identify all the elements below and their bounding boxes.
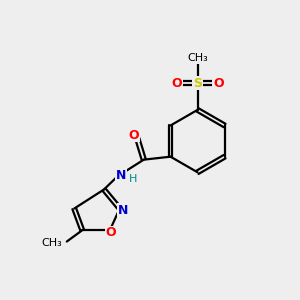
Text: N: N	[118, 203, 128, 217]
Text: S: S	[193, 76, 202, 90]
Text: CH₃: CH₃	[42, 238, 62, 248]
Text: H: H	[129, 174, 137, 184]
Text: N: N	[116, 169, 126, 182]
Text: O: O	[128, 129, 139, 142]
Text: CH₃: CH₃	[187, 53, 208, 64]
Text: O: O	[105, 226, 116, 239]
Text: O: O	[171, 76, 182, 90]
Text: O: O	[213, 76, 224, 90]
